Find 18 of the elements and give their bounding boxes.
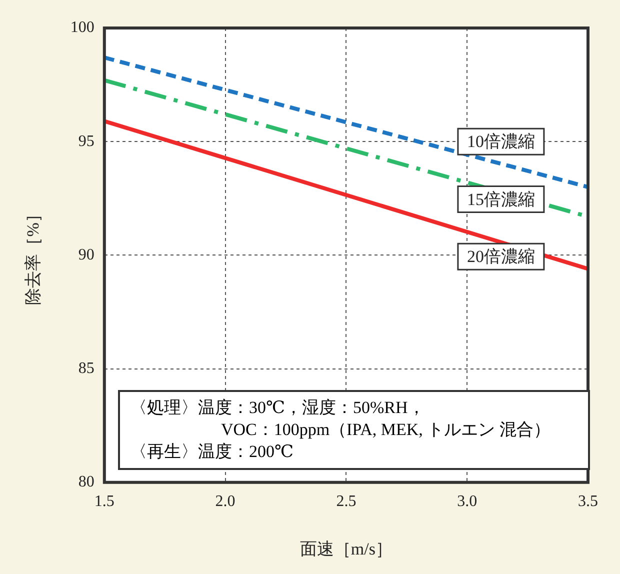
series-label: 15倍濃縮 <box>466 190 535 209</box>
y-tick-label: 90 <box>78 246 94 264</box>
annotation: VOC：100ppm（IPA, MEK, トルエン 混合） <box>220 419 552 441</box>
y-axis-title: 除去率［%］ <box>24 206 43 305</box>
x-tick-label: 2.0 <box>215 493 236 510</box>
series-label: 20倍濃縮 <box>466 247 535 266</box>
y-tick-label: 85 <box>78 360 94 378</box>
y-tick-label: 95 <box>78 132 94 150</box>
x-tick-label: 2.5 <box>336 493 356 510</box>
x-tick-label: 3.5 <box>578 493 598 510</box>
x-axis-title: 面速［m/s］ <box>300 539 392 558</box>
x-tick-label: 1.5 <box>94 493 114 510</box>
y-tick-label: 80 <box>78 474 94 491</box>
annotation: 〈処理〉温度：30℃，湿度：50%RH， <box>130 397 426 419</box>
x-tick-label: 3.0 <box>457 493 478 510</box>
annotation: 〈再生〉温度：200℃ <box>130 441 295 463</box>
series-label: 10倍濃縮 <box>466 132 535 152</box>
y-tick-label: 100 <box>70 19 94 36</box>
